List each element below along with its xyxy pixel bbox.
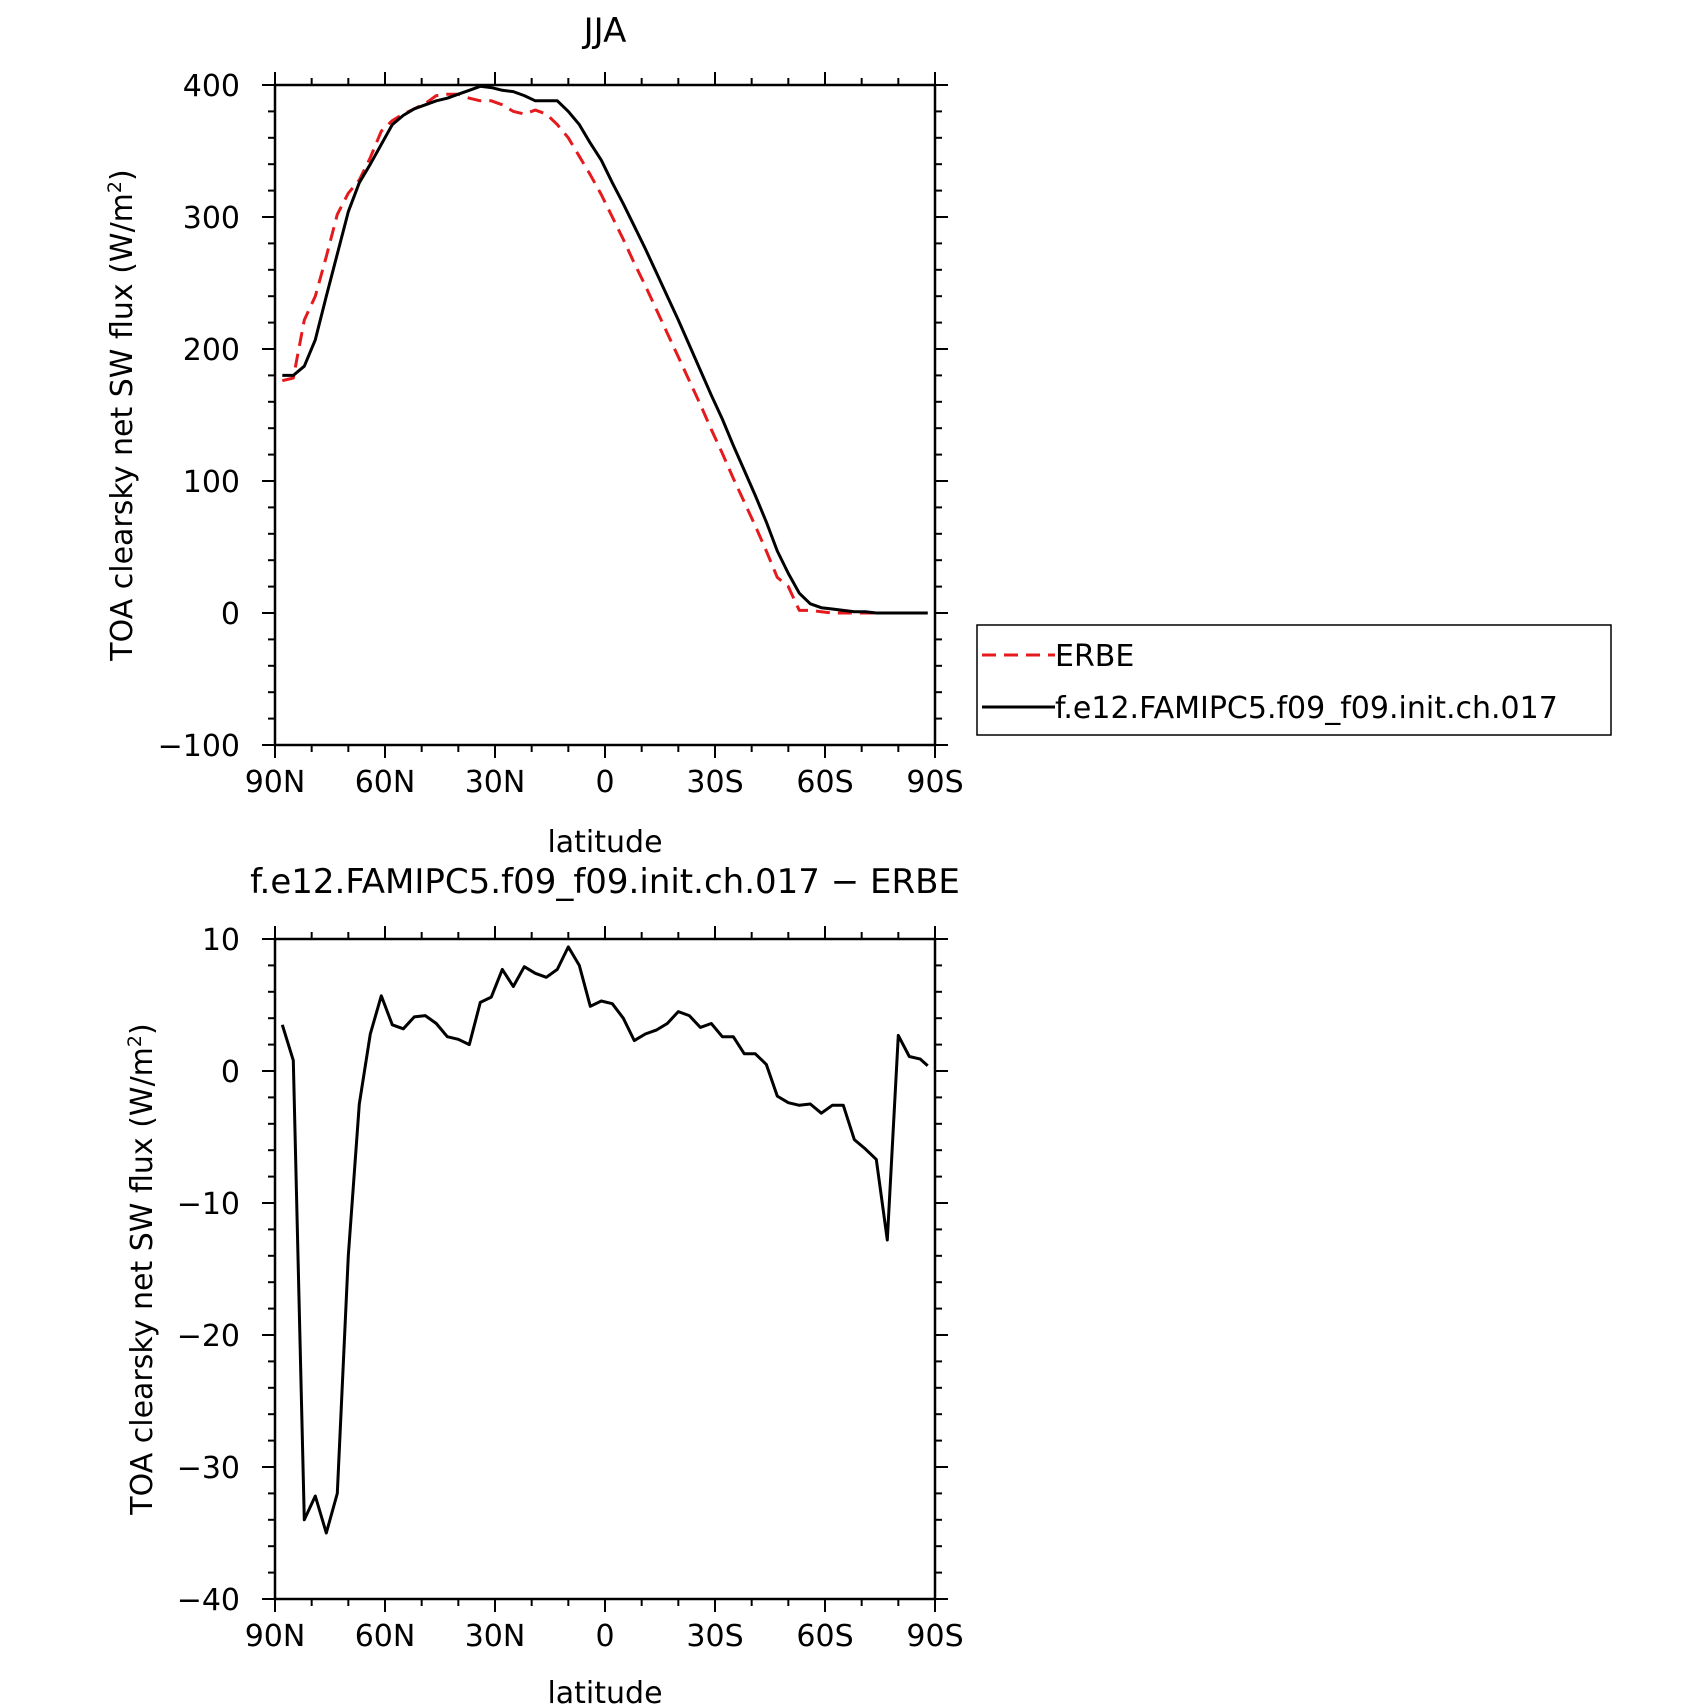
top-y-tick-label: 100 bbox=[183, 465, 240, 500]
top-series-line-1 bbox=[282, 84, 928, 615]
top-x-tick-label: 30S bbox=[686, 765, 743, 800]
bottom-y-tick-label: 10 bbox=[202, 923, 240, 958]
bottom-x-tick-label: 90N bbox=[245, 1619, 306, 1654]
bottom-y-axis-title-sup: 2 bbox=[124, 1035, 146, 1047]
bottom-panel-title: f.e12.FAMIPC5.f09_f09.init.ch.017 − ERBE bbox=[250, 862, 960, 902]
top-y-tick-label: 200 bbox=[183, 333, 240, 368]
bottom-y-tick-label: −40 bbox=[177, 1583, 240, 1618]
top-panel: JJA 90N 60N 30N 0 30S 60S 90S 400 300 200 100 0 −100… bbox=[104, 11, 964, 860]
top-x-axis-title: latitude bbox=[547, 825, 662, 860]
top-y-axis-title: TOA clearsky net SW flux (W/m2) bbox=[104, 169, 140, 661]
bottom-x-tick-label: 30S bbox=[686, 1619, 743, 1654]
bottom-plot-frame bbox=[273, 937, 937, 1601]
top-x-tick-label: 30N bbox=[465, 765, 526, 800]
bottom-y-axis-title-close: ) bbox=[125, 1023, 160, 1035]
legend-label-erbe: ERBE bbox=[1055, 639, 1134, 674]
bottom-y-tick-label: −20 bbox=[177, 1319, 240, 1354]
top-y-tick-label: −100 bbox=[158, 729, 240, 764]
top-x-tick-label: 90N bbox=[245, 765, 306, 800]
bottom-y-tick-label: −10 bbox=[177, 1187, 240, 1222]
top-x-tick-label: 60S bbox=[796, 765, 853, 800]
bottom-y-axis-title-main: TOA clearsky net SW flux (W/m bbox=[125, 1047, 160, 1516]
bottom-y-tick-label: 0 bbox=[221, 1055, 240, 1090]
top-ticks: 90N 60N 30N 0 30S 60S 90S 400 300 200 100 0 −100 bbox=[158, 69, 964, 800]
bottom-x-tick-label: 0 bbox=[595, 1619, 614, 1654]
bottom-y-tick-label: −30 bbox=[177, 1451, 240, 1486]
legend-label-model: f.e12.FAMIPC5.f09_f09.init.ch.017 bbox=[1055, 691, 1558, 726]
bottom-series bbox=[280, 945, 929, 1535]
bottom-y-axis-title: TOA clearsky net SW flux (W/m2) bbox=[124, 1023, 160, 1515]
top-y-tick-label: 300 bbox=[183, 201, 240, 236]
top-y-axis-title-sup: 2 bbox=[104, 181, 126, 193]
bottom-x-tick-label: 90S bbox=[906, 1619, 963, 1654]
top-x-tick-label: 60N bbox=[355, 765, 416, 800]
bottom-panel: f.e12.FAMIPC5.f09_f09.init.ch.017 − ERBE… bbox=[124, 862, 964, 1708]
bottom-ticks: 90N 60N 30N 0 30S 60S 90S 10 0 −10 −20 −30 −40 bbox=[177, 923, 964, 1654]
top-plot-frame bbox=[273, 83, 937, 747]
top-y-axis-title-close: ) bbox=[105, 169, 140, 181]
bottom-x-tick-label: 60N bbox=[355, 1619, 416, 1654]
top-series-line-0 bbox=[281, 92, 928, 615]
top-y-tick-label: 400 bbox=[183, 69, 240, 104]
bottom-x-tick-label: 60S bbox=[796, 1619, 853, 1654]
top-y-tick-label: 0 bbox=[221, 597, 240, 632]
legend: ERBE f.e12.FAMIPC5.f09_f09.init.ch.017 bbox=[976, 624, 1612, 736]
bottom-x-tick-label: 30N bbox=[465, 1619, 526, 1654]
top-y-axis-title-main: TOA clearsky net SW flux (W/m bbox=[105, 193, 140, 662]
legend-box bbox=[976, 624, 1612, 736]
top-panel-title: JJA bbox=[582, 11, 627, 51]
top-series bbox=[281, 84, 928, 615]
top-x-tick-label: 0 bbox=[595, 765, 614, 800]
top-x-tick-label: 90S bbox=[906, 765, 963, 800]
bottom-series-line-0 bbox=[280, 945, 929, 1535]
bottom-x-axis-title: latitude bbox=[547, 1676, 662, 1708]
